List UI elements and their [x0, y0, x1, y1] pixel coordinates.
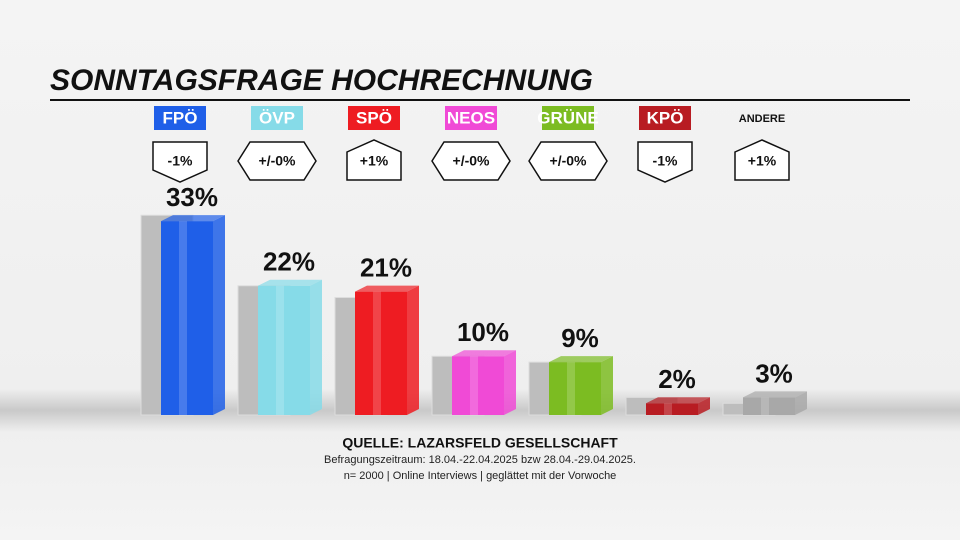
- bar-shine: [664, 403, 672, 415]
- bar: [258, 285, 310, 415]
- bar-top: [161, 215, 225, 222]
- change-label: +1%: [360, 153, 389, 169]
- note: Befragungszeitraum: 18.04.-22.04.2025 bz…: [324, 454, 636, 466]
- bar: [646, 403, 698, 415]
- change-badge: [237, 141, 317, 181]
- bar-shine: [567, 362, 575, 415]
- bar-top: [646, 397, 710, 404]
- change-badge: [431, 141, 511, 181]
- change-badge: [637, 141, 693, 183]
- x-tick-label: ANDERE: [739, 113, 785, 125]
- change-label: -1%: [653, 153, 678, 169]
- change-label: +/-0%: [550, 153, 588, 169]
- value-label: 3%: [755, 358, 793, 388]
- x-tick-label: ÖVP: [259, 108, 295, 127]
- party-label-box: [445, 106, 497, 130]
- bar-top: [258, 279, 322, 286]
- change-label: +1%: [748, 153, 777, 169]
- party-label-box: [251, 106, 303, 130]
- bar-shine: [470, 356, 478, 415]
- x-tick-label: NEOS: [447, 108, 495, 127]
- bar-shine: [179, 221, 187, 415]
- source: QUELLE: LAZARSFELD GESELLSCHAFT: [342, 435, 618, 451]
- x-tick-label: KPÖ: [647, 108, 684, 127]
- bar: [355, 291, 407, 415]
- bar-side: [407, 285, 419, 415]
- change-badge: [346, 139, 402, 181]
- bar-shine: [761, 397, 769, 415]
- change-badge: [152, 141, 208, 183]
- change-label: +/-0%: [259, 153, 297, 169]
- value-label: 2%: [658, 364, 696, 394]
- bar: [161, 221, 213, 415]
- bar-top: [355, 285, 419, 292]
- bar-top: [452, 350, 516, 357]
- bar-shine: [373, 291, 381, 415]
- bar-side: [601, 356, 613, 415]
- bar: [743, 397, 795, 415]
- party-label-box: [542, 106, 594, 130]
- value-label: 10%: [457, 317, 509, 347]
- change-badge: [528, 141, 608, 181]
- bar-shine: [276, 285, 284, 415]
- note: n= 2000 | Online Interviews | geglättet …: [344, 470, 617, 482]
- value-label: 21%: [360, 253, 412, 283]
- bar-side: [795, 391, 807, 415]
- party-label-box: [639, 106, 691, 130]
- bar-top: [743, 391, 807, 398]
- party-label-box: [348, 106, 400, 130]
- change-label: +/-0%: [453, 153, 491, 169]
- x-tick-label: SPÖ: [356, 108, 392, 127]
- value-label: 33%: [166, 182, 218, 212]
- bar-side: [213, 215, 225, 415]
- bar: [452, 356, 504, 415]
- chart-title: SONNTAGSFRAGE HOCHRECHNUNG: [50, 64, 593, 97]
- party-label-box: [154, 106, 206, 130]
- bar-side: [310, 279, 322, 415]
- change-label: -1%: [168, 153, 193, 169]
- x-tick-label: GRÜNE: [537, 108, 598, 127]
- value-label: 9%: [561, 323, 599, 353]
- x-tick-label: FPÖ: [163, 108, 198, 127]
- change-badge: [734, 139, 790, 181]
- bar-top: [549, 356, 613, 363]
- bar: [549, 362, 601, 415]
- bar-side: [698, 397, 710, 415]
- bar-side: [504, 350, 516, 415]
- value-label: 22%: [263, 247, 315, 277]
